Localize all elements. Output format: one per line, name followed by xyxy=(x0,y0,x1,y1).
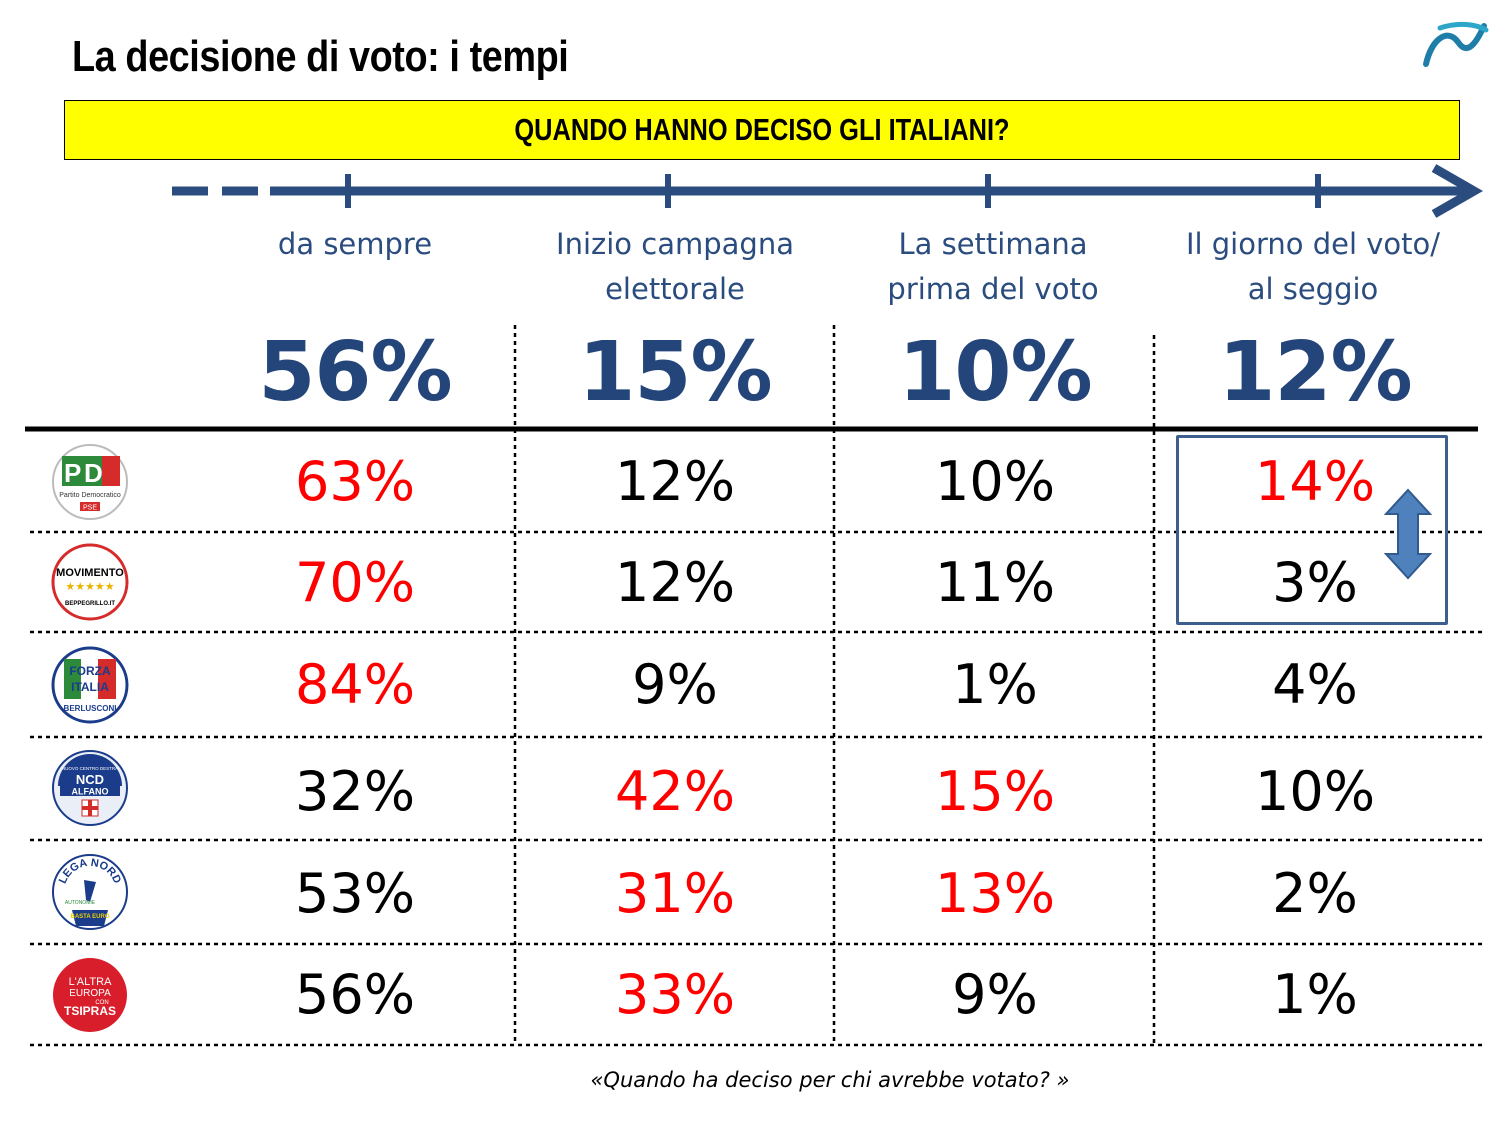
phase-label-inizio-campagna: Inizio campagna elettorale xyxy=(556,227,794,306)
cell-ncd-col2: 42% xyxy=(614,760,736,823)
cell-forza-italia-col4: 4% xyxy=(1272,653,1358,716)
pd-logo-name: Partito Democratico xyxy=(59,492,121,499)
cell-m5s-col4: 3% xyxy=(1272,551,1358,614)
banner-text: QUANDO HANNO DECISO GLI ITALIANI? xyxy=(514,112,1010,147)
cell-ncd-col1: 32% xyxy=(294,760,416,823)
cell-m5s-col3: 11% xyxy=(934,551,1056,614)
timeline-arrow xyxy=(172,164,1484,218)
highlight-box xyxy=(1176,435,1448,625)
total-giorno-voto: 12% xyxy=(1218,325,1412,420)
page-title: La decisione di voto: i tempi xyxy=(72,32,569,81)
double-arrow-icon xyxy=(1383,488,1433,580)
svg-text:★★★★★: ★★★★★ xyxy=(65,580,114,593)
fi-logo-forza: FORZA xyxy=(69,664,111,678)
fi-logo-berlusconi: BERLUSCONI xyxy=(64,704,117,713)
tsipras-logo-laltra: L'ALTRA xyxy=(69,976,113,988)
m5s-logo: MOVIMENTO ★★★★★ BEPPEGRILLO.IT xyxy=(51,543,129,621)
ncd-logo-full: NUOVO CENTRO DESTRA xyxy=(62,766,118,771)
lega-logo-autonomie: AUTONOMIE xyxy=(65,900,96,906)
ncd-logo: NUOVO CENTRO DESTRA NCD ALFANO xyxy=(52,750,128,826)
cell-forza-italia-col2: 9% xyxy=(632,653,718,716)
cell-pd-col3: 10% xyxy=(934,450,1056,513)
ncd-logo-abbr: NCD xyxy=(76,772,104,787)
pd-logo-pse: PSE xyxy=(83,505,97,512)
cell-m5s-col2: 12% xyxy=(614,551,736,614)
cell-tsipras-col4: 1% xyxy=(1272,963,1358,1026)
cell-ncd-col4: 10% xyxy=(1254,760,1376,823)
m5s-logo-site: BEPPEGRILLO.IT xyxy=(65,601,115,607)
m5s-logo-name: MOVIMENTO xyxy=(56,567,124,579)
cell-tsipras-col3: 9% xyxy=(952,963,1038,1026)
forza-italia-logo: FORZA ITALIA BERLUSCONI xyxy=(51,646,129,724)
cell-pd-col1: 63% xyxy=(294,450,416,513)
total-da-sempre: 56% xyxy=(258,325,452,420)
survey-question: «Quando ha deciso per chi avrebbe votato… xyxy=(590,1068,1070,1092)
svg-text:P: P xyxy=(64,458,81,488)
cell-ncd-col3: 15% xyxy=(934,760,1056,823)
cell-forza-italia-col1: 84% xyxy=(294,653,416,716)
total-inizio-campagna: 15% xyxy=(578,325,772,420)
phase-label-da-sempre: da sempre xyxy=(277,227,433,261)
svg-text:D: D xyxy=(84,458,103,488)
fi-logo-italia: ITALIA xyxy=(71,680,109,694)
total-settimana-prima: 10% xyxy=(898,325,1092,420)
cell-pd-col4: 14% xyxy=(1254,450,1376,513)
cell-lega-nord-col2: 31% xyxy=(614,862,736,925)
phase-label-settimana-prima: La settimana prima del voto xyxy=(887,227,1099,306)
cell-pd-col2: 12% xyxy=(614,450,736,513)
cell-tsipras-col1: 56% xyxy=(294,963,416,1026)
tsipras-logo: L'ALTRA EUROPA CON TSIPRAS xyxy=(53,958,127,1032)
tsipras-logo-con: CON xyxy=(95,1000,108,1006)
brand-logo xyxy=(1423,21,1489,67)
phase-label-giorno-voto: Il giorno del voto/al seggio xyxy=(1185,227,1441,306)
pd-logo: P D Partito Democratico PSE xyxy=(52,444,128,520)
cell-m5s-col1: 70% xyxy=(294,551,416,614)
lega-nord-logo: LEGA NORD AUTONOMIE BASTA EURO xyxy=(52,854,128,930)
cell-lega-nord-col3: 13% xyxy=(934,862,1056,925)
cell-tsipras-col2: 33% xyxy=(614,963,736,1026)
lega-logo-basta: BASTA EURO xyxy=(71,914,110,920)
cell-forza-italia-col3: 1% xyxy=(952,653,1038,716)
ncd-logo-alfano: ALFANO xyxy=(72,787,109,797)
question-banner: QUANDO HANNO DECISO GLI ITALIANI? xyxy=(64,100,1460,160)
cell-lega-nord-col4: 2% xyxy=(1272,862,1358,925)
cell-lega-nord-col1: 53% xyxy=(294,862,416,925)
tsipras-logo-europa: EUROPA xyxy=(69,988,111,999)
tsipras-logo-tsipras: TSIPRAS xyxy=(64,1004,116,1018)
